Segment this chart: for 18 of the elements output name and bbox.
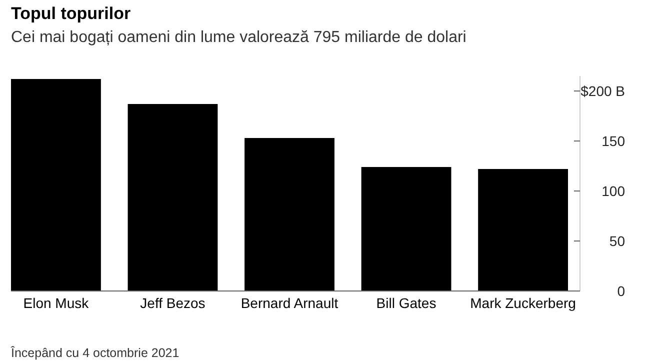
bar xyxy=(11,79,101,291)
bar xyxy=(478,169,568,291)
bar xyxy=(128,104,218,291)
x-tick-label: Elon Musk xyxy=(23,295,90,311)
text: Începând cu 4 octombrie 2021 xyxy=(10,346,180,360)
y-tick-label: 100 xyxy=(602,182,626,199)
chart-subtitle: Cei mai bogați oameni din lume valorează 795 miliarde de dolari xyxy=(11,29,466,46)
x-tick-label: Bill Gates xyxy=(376,295,436,311)
bar xyxy=(361,167,452,291)
y-tick-label: 0 xyxy=(617,282,626,299)
x-tick-label: Jeff Bezos xyxy=(140,295,206,311)
y-tick-label: 50 xyxy=(609,232,626,249)
x-tick-label: Mark Zuckerberg xyxy=(470,295,576,311)
x-tick-label: Bernard Arnault xyxy=(240,295,338,311)
bar xyxy=(244,138,334,291)
y-tick-label: 150 xyxy=(602,132,626,149)
chart-title: Topul topurilor xyxy=(11,4,131,23)
y-tick-label: $200 B xyxy=(580,82,625,99)
